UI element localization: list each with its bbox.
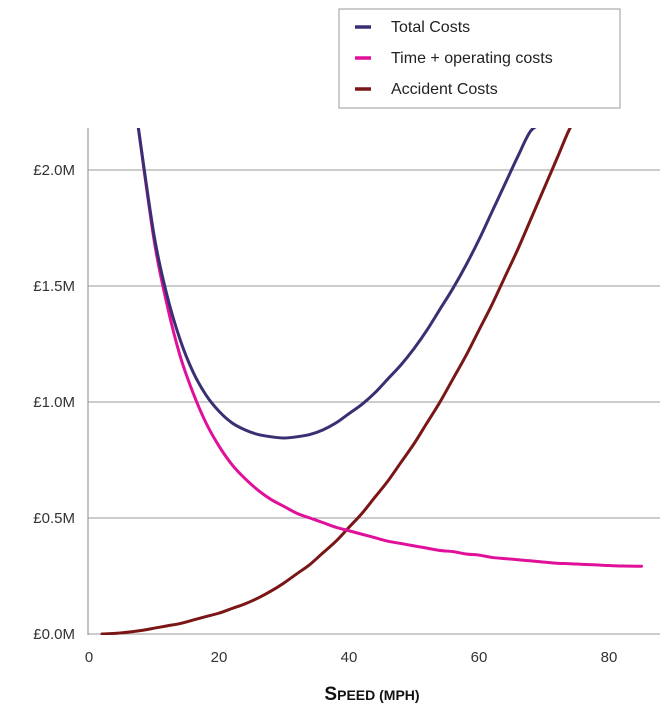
y-tick-label: £1.0M: [33, 394, 75, 411]
legend-items: Total Costs Time + operating costs Acciden…: [355, 19, 553, 98]
y-tick-label: £2.0M: [33, 162, 75, 179]
y-tick-label: £1.5M: [33, 278, 75, 295]
legend: Total Costs Time + operating costs Acciden…: [338, 8, 621, 109]
x-tick-label: 60: [471, 649, 488, 666]
grid-lines: [88, 169, 660, 635]
series-line-total-costs: [136, 128, 537, 440]
y-tick-labels: £0.0M £0.5M £1.0M £1.5M £2.0M: [33, 162, 75, 643]
y-tick-label: £0.0M: [33, 626, 75, 643]
x-tick-label: 40: [341, 649, 358, 666]
series-line-time-operating-costs: [136, 128, 643, 568]
y-tick-label: £0.5M: [33, 510, 75, 527]
x-tick-labels: 0 20 40 60 80: [85, 649, 618, 666]
legend-label: Accident Costs: [391, 81, 498, 98]
series-line-accident-costs: [100, 128, 572, 635]
x-tick-label: 20: [211, 649, 228, 666]
legend-label: Time + operating costs: [391, 50, 553, 67]
legend-label: Total Costs: [391, 19, 470, 36]
series-lines: [100, 128, 643, 635]
legend-box: [338, 8, 621, 109]
x-tick-label: 80: [601, 649, 618, 666]
x-axis-title: SPEED (MPH): [324, 684, 419, 705]
x-tick-label: 0: [85, 649, 93, 666]
